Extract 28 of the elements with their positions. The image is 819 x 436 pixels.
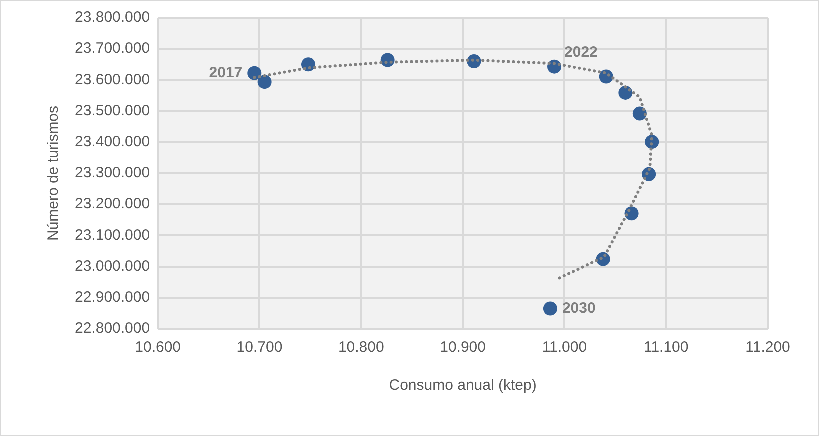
y-tick-label: 23.800.000	[74, 9, 150, 26]
y-axis-title: Número de turismos	[45, 106, 62, 242]
x-tick-label: 10.600	[135, 339, 182, 356]
x-tick-label: 10.900	[440, 339, 486, 356]
point	[258, 75, 272, 90]
y-tick-label: 23.300.000	[74, 164, 150, 182]
y-tick-label: 23.000.000	[74, 258, 150, 275]
x-axis-title: Consumo anual (ktep)	[389, 377, 537, 394]
annotation: 2022	[564, 44, 598, 61]
y-tick-label: 23.400.000	[74, 134, 150, 151]
x-tick-label: 10.800	[338, 339, 384, 356]
point	[618, 86, 633, 100]
x-tick-label: 10.700	[236, 339, 283, 356]
y-tick-label: 23.600.000	[74, 71, 150, 88]
point	[543, 302, 558, 316]
y-tick-label: 23.500.000	[74, 102, 150, 120]
point	[632, 106, 647, 121]
y-tick-label: 23.100.000	[74, 226, 150, 244]
y-tick-label: 23.200.000	[74, 196, 150, 213]
annotation: 2030	[562, 300, 596, 317]
point	[248, 66, 262, 80]
y-tick-label: 22.900.000	[74, 289, 150, 306]
y-tick-label: 23.700.000	[74, 40, 150, 58]
x-tick-label: 11.000	[542, 339, 588, 356]
y-tick-label: 22.800.000	[74, 320, 150, 338]
annotation: 2017	[209, 64, 243, 82]
x-tick-label: 11.100	[644, 339, 689, 356]
x-tick-label: 11.200	[746, 339, 790, 356]
